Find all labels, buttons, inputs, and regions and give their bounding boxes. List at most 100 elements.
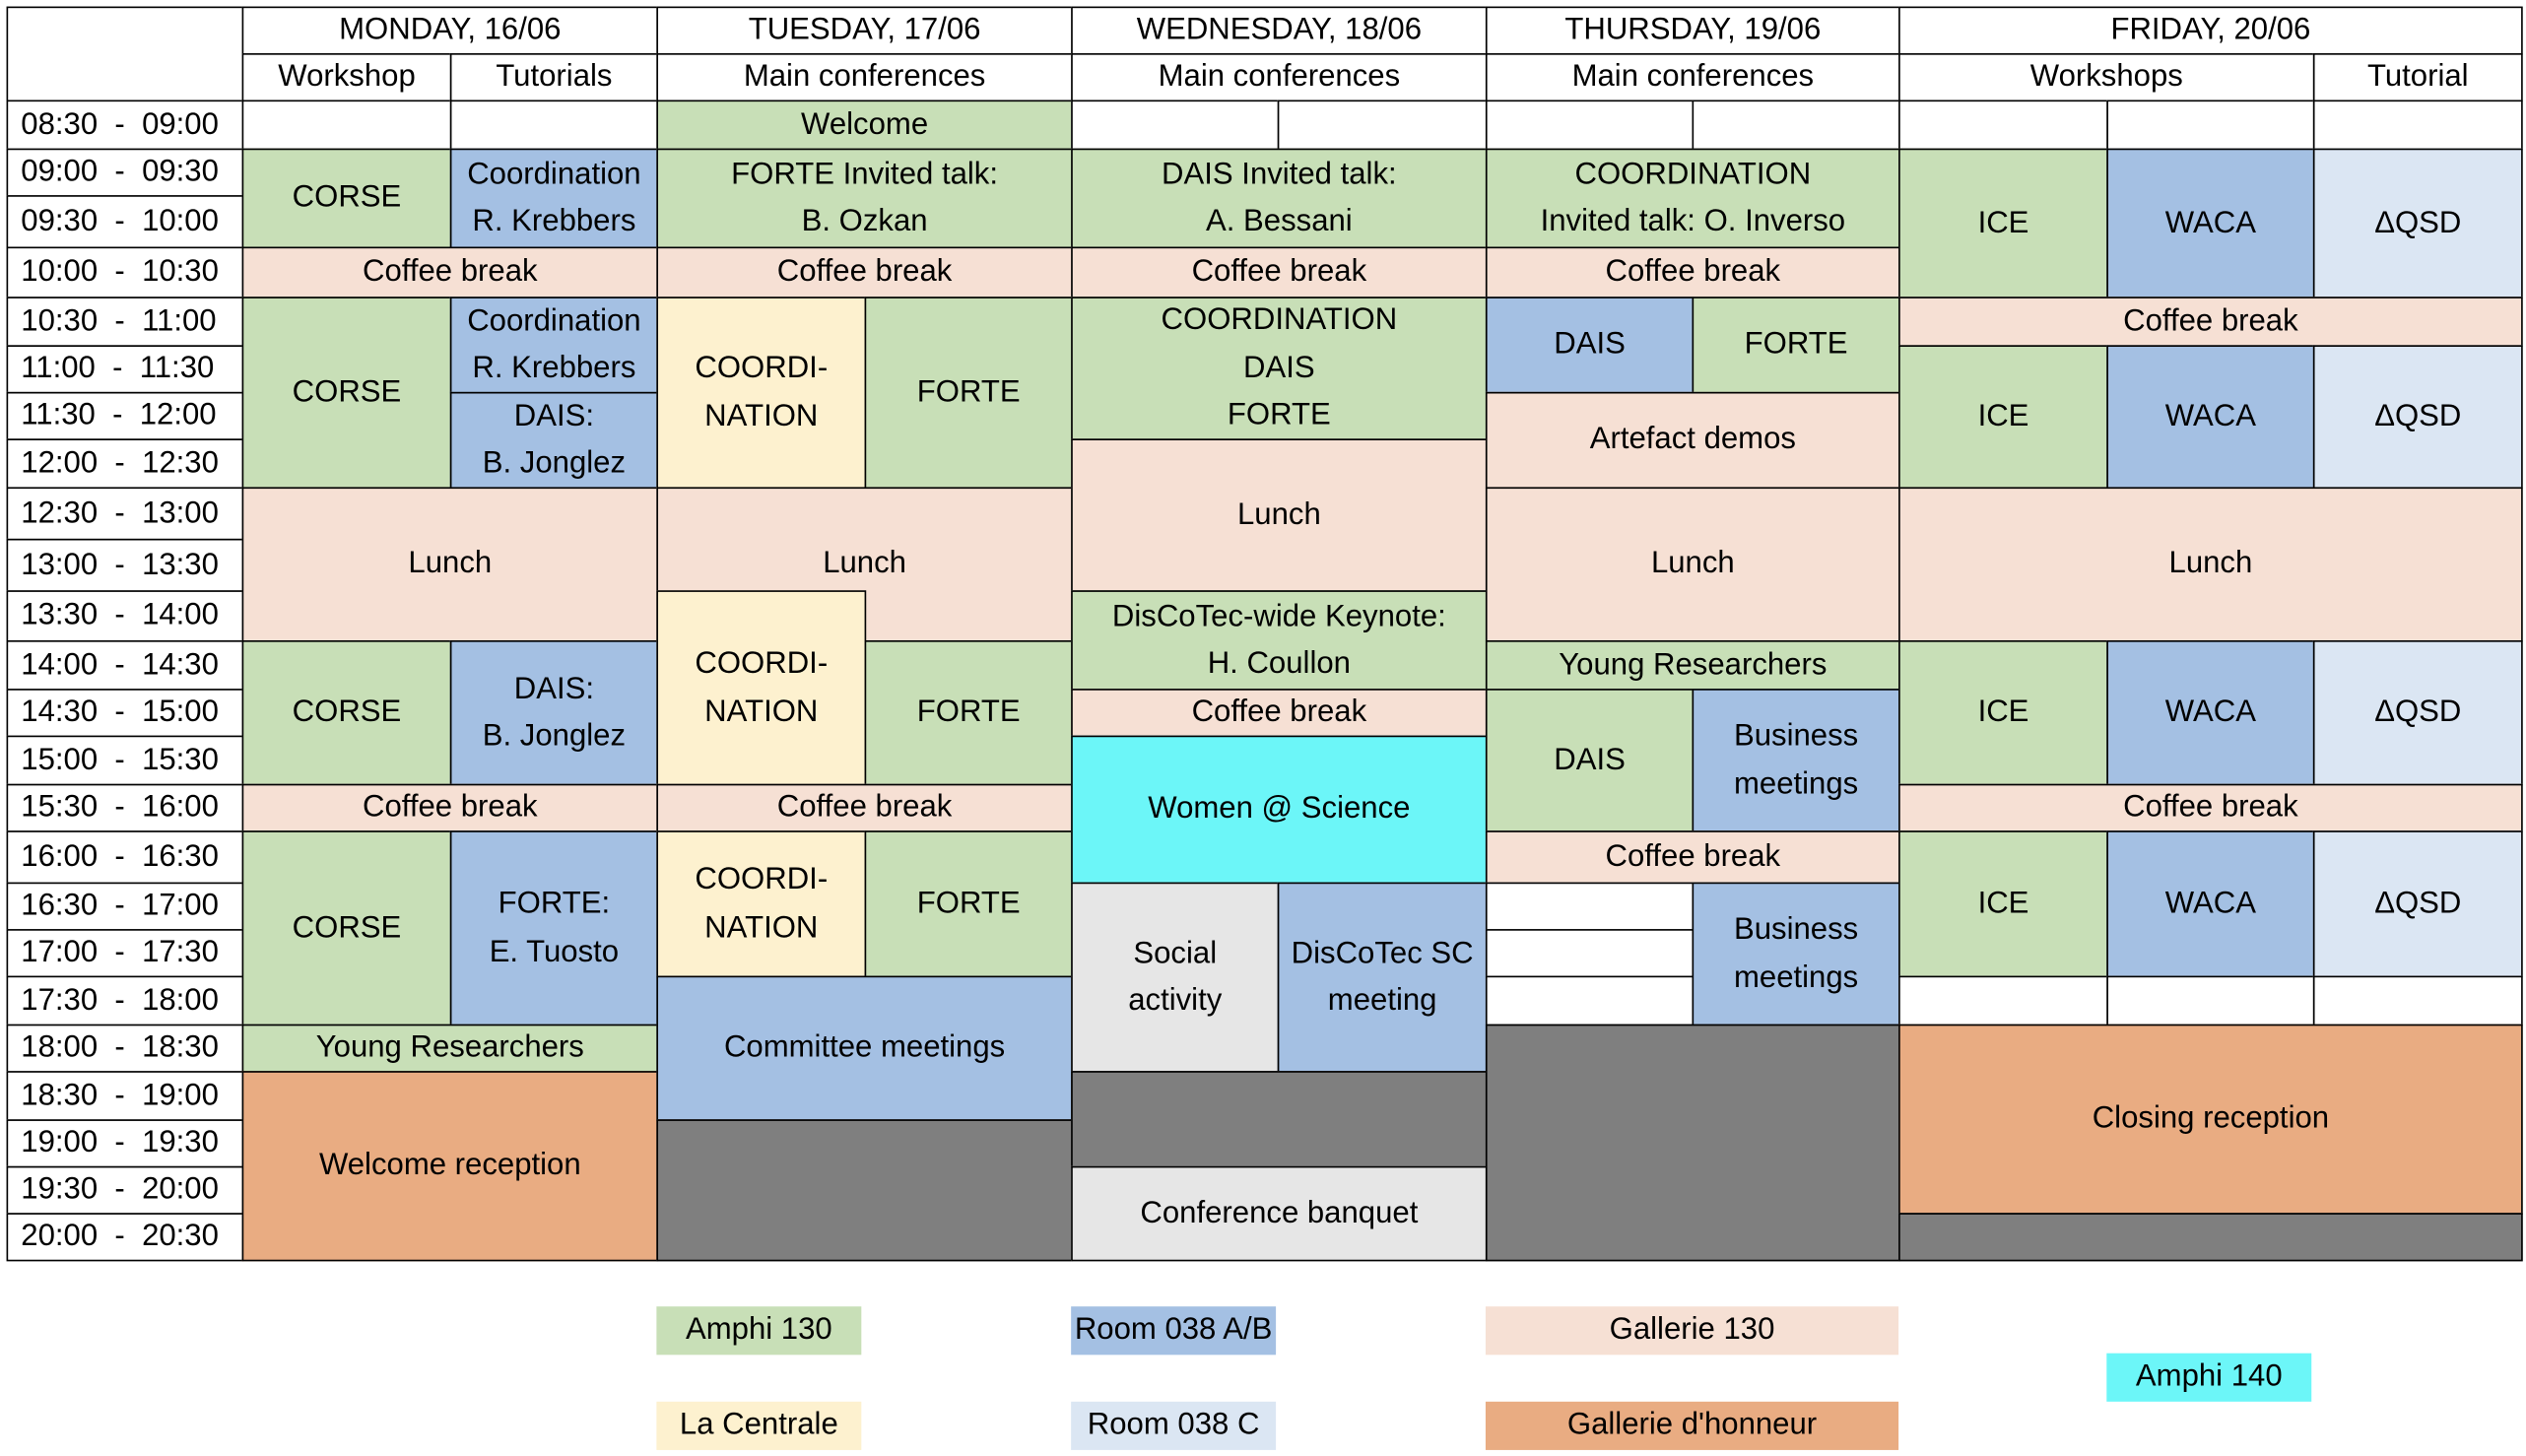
- time-slot-label: 14:00 - 14:30: [21, 647, 219, 683]
- event-qsd: ΔQSD: [2312, 345, 2523, 490]
- event-keynote-label: DisCoTec-wide Keynote: H. Coullon: [1111, 599, 1446, 681]
- event-ice-label: ICE: [1977, 399, 2029, 434]
- time-slot-label: 15:00 - 15:30: [21, 743, 219, 777]
- event-coordination-parallel: COORDI- NATION: [656, 297, 867, 490]
- event-coffee-break: Coffee break: [656, 246, 1073, 298]
- track-header-label: Main conferences: [743, 59, 986, 95]
- event-corse-label: CORSE: [292, 910, 402, 946]
- day-header-label: TUESDAY, 17/06: [748, 13, 981, 47]
- event-lunch: Lunch: [241, 487, 659, 642]
- event-dais-tutorial: DAIS: B. Jonglez: [449, 640, 659, 786]
- event-conference-banquet: Conference banquet: [1071, 1165, 1488, 1262]
- event-young-researchers: Young Researchers: [1485, 640, 1900, 691]
- time-slot-label: 10:00 - 10:30: [21, 255, 219, 290]
- empty-slot: [1898, 99, 2108, 151]
- event-committee-meetings-label: Committee meetings: [723, 1030, 1006, 1066]
- event-forte: FORTE: [864, 297, 1073, 490]
- legend-label: Gallerie d'honneur: [1566, 1408, 1818, 1442]
- event-conference-banquet-label: Conference banquet: [1140, 1196, 1419, 1230]
- track-header: Main conferences: [1485, 53, 1900, 102]
- event-coffee-break: Coffee break: [1071, 246, 1488, 298]
- event-lunch-label: Lunch: [2168, 547, 2253, 581]
- legend-label: La Centrale: [679, 1408, 838, 1442]
- time-slot: 12:30 - 13:00: [6, 487, 244, 541]
- event-dais-session-label: DAIS: [1554, 743, 1626, 777]
- event-coffee-break-label: Coffee break: [776, 255, 953, 290]
- time-slot: 08:30 - 09:00: [6, 99, 244, 151]
- time-slot: 09:00 - 09:30: [6, 148, 244, 197]
- event-coffee-break-label: Coffee break: [1605, 839, 1781, 875]
- event-women-science-label: Women @ Science: [1148, 792, 1411, 827]
- event-waca: WACA: [2106, 345, 2315, 490]
- time-slot: 18:00 - 18:30: [6, 1024, 244, 1073]
- empty-slot: [1277, 99, 1488, 151]
- empty-slot: [1485, 929, 1695, 978]
- time-slot: 16:00 - 16:30: [6, 830, 244, 885]
- time-slot-label: 16:30 - 17:00: [21, 889, 219, 923]
- time-slot-label: 09:00 - 09:30: [21, 155, 219, 189]
- track-header-label: Workshop: [278, 59, 416, 95]
- event-lunch-label: Lunch: [1650, 547, 1735, 581]
- time-slot-label: 12:00 - 12:30: [21, 446, 219, 481]
- event-business-meetings: Business meetings: [1692, 882, 1900, 1026]
- event-sc-meeting: DisCoTec SC meeting: [1277, 882, 1488, 1073]
- track-header: Main conferences: [1071, 53, 1488, 102]
- event-qsd-label: ΔQSD: [2374, 887, 2462, 921]
- time-slot: 16:30 - 17:00: [6, 882, 244, 931]
- event-qsd: ΔQSD: [2312, 640, 2523, 786]
- day-header: THURSDAY, 19/06: [1485, 6, 1900, 55]
- event-dais-tutorial-label: DAIS: B. Jonglez: [482, 671, 627, 754]
- event-coffee-break-label: Coffee break: [1605, 255, 1781, 290]
- event-coordination-tutorial-label: Coordination R. Krebbers: [467, 303, 641, 386]
- event-ice: ICE: [1898, 830, 2108, 978]
- event-dais-session: DAIS: [1485, 689, 1695, 832]
- event-dais-invited-talk-label: DAIS Invited talk: A. Bessani: [1162, 157, 1397, 239]
- event-welcome-reception: Welcome reception: [241, 1071, 659, 1262]
- time-slot-label: 13:30 - 14:00: [21, 598, 219, 633]
- event-forte-label: FORTE: [916, 375, 1021, 410]
- empty-slot: [2106, 975, 2315, 1026]
- time-slot: 17:30 - 18:00: [6, 975, 244, 1026]
- event-forte-label: FORTE: [1744, 327, 1848, 363]
- event-welcome-reception-label: Welcome reception: [318, 1149, 581, 1183]
- legend-label: Room 038 A/B: [1074, 1312, 1273, 1348]
- event-dais-tutorial: DAIS: B. Jonglez: [449, 391, 659, 490]
- track-header-label: Workshops: [2029, 59, 2183, 95]
- time-slot-label: 11:00 - 11:30: [21, 352, 215, 386]
- event-coordination-parallel-label: COORDI- NATION: [695, 646, 829, 729]
- event-forte: FORTE: [1692, 297, 1900, 394]
- time-slot: 19:00 - 19:30: [6, 1119, 244, 1168]
- event-forte: FORTE: [864, 830, 1073, 978]
- day-header: MONDAY, 16/06: [241, 6, 659, 55]
- legend-label: Room 038 C: [1087, 1408, 1260, 1442]
- event-corse-label: CORSE: [292, 375, 402, 410]
- event-coordination-parallel: COORDI- NATION: [656, 830, 867, 978]
- day-header: WEDNESDAY, 18/06: [1071, 6, 1488, 55]
- event-social-activity: Social activity: [1071, 882, 1280, 1073]
- track-header: Workshop: [241, 53, 452, 102]
- event-coordination-tutorial: Coordination R. Krebbers: [449, 148, 659, 249]
- event-forte-invited-talk-label: FORTE Invited talk: B. Ozkan: [731, 157, 999, 239]
- event-ice: ICE: [1898, 640, 2108, 786]
- event-corse-label: CORSE: [292, 180, 402, 216]
- event-qsd-label: ΔQSD: [2374, 399, 2462, 434]
- event-ice-label: ICE: [1977, 206, 2029, 240]
- track-header: Workshops: [1898, 53, 2315, 102]
- event-qsd-label: ΔQSD: [2374, 206, 2462, 240]
- time-slot-label: 19:30 - 20:00: [21, 1172, 219, 1208]
- event-lunch: Lunch: [1071, 438, 1488, 592]
- time-slot-label: 17:00 - 17:30: [21, 936, 219, 970]
- time-slot-label: 11:30 - 12:00: [21, 398, 217, 433]
- time-slot-label: 13:00 - 13:30: [21, 548, 219, 582]
- event-closing-reception: Closing reception: [1898, 1024, 2523, 1215]
- closed-slot: [1071, 1071, 1488, 1168]
- track-header: Main conferences: [656, 53, 1073, 102]
- day-header-label: FRIDAY, 20/06: [2110, 13, 2311, 47]
- event-coffee-break-label: Coffee break: [1191, 695, 1367, 730]
- event-keynote: DisCoTec-wide Keynote: H. Coullon: [1071, 590, 1488, 691]
- event-coffee-break: Coffee break: [241, 783, 659, 832]
- event-dais: DAIS: [1485, 297, 1695, 394]
- legend-item: Gallerie 130: [1485, 1306, 1899, 1356]
- legend-item: Amphi 140: [2106, 1353, 2312, 1402]
- time-slot: 19:30 - 20:00: [6, 1165, 244, 1215]
